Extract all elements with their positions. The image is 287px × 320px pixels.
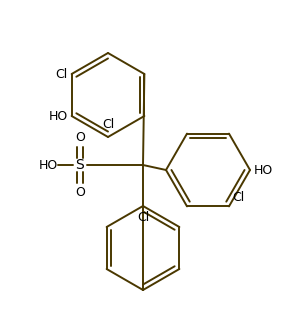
Text: HO: HO	[39, 158, 58, 172]
Text: S: S	[76, 158, 84, 172]
Text: Cl: Cl	[55, 68, 68, 81]
Text: O: O	[75, 131, 85, 144]
Text: O: O	[75, 186, 85, 199]
Text: Cl: Cl	[232, 191, 244, 204]
Text: Cl: Cl	[102, 118, 114, 131]
Text: HO: HO	[49, 109, 68, 123]
Text: Cl: Cl	[137, 211, 149, 224]
Text: HO: HO	[254, 164, 273, 177]
